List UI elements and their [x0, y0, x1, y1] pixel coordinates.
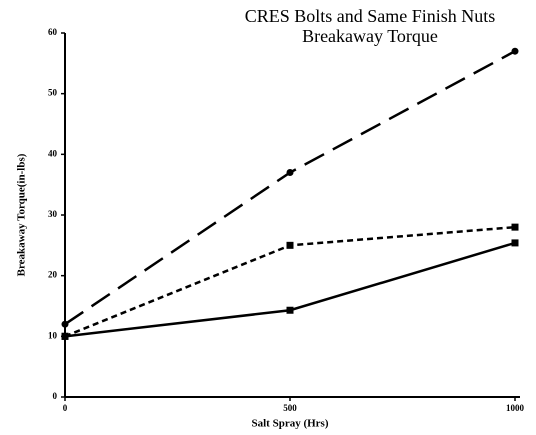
marker: [61, 320, 69, 328]
marker: [286, 306, 294, 314]
series-line: [64, 241, 516, 338]
y-tick-label: 60: [48, 27, 58, 37]
y-tick-label: 20: [48, 270, 58, 280]
marker: [511, 47, 519, 55]
marker: [511, 239, 519, 247]
chart-subtitle: Breakaway Torque: [302, 26, 438, 46]
y-tick-label: 40: [48, 148, 58, 158]
marker: [286, 241, 294, 249]
marker: [61, 332, 69, 340]
y-axis-label: Breakaway Torque(in-lbs): [16, 153, 28, 276]
x-tick-label: 500: [283, 403, 297, 413]
chart-title: CRES Bolts and Same Finish Nuts: [245, 6, 496, 26]
y-tick-label: 30: [48, 209, 58, 219]
x-axis-label: Salt Spray (Hrs): [252, 418, 329, 430]
y-tick-label: 50: [48, 88, 58, 98]
marker: [511, 223, 519, 231]
marker: [286, 169, 294, 177]
x-tick-label: 1000: [506, 403, 525, 413]
y-tick-label: 10: [48, 330, 58, 340]
x-tick-label: 0: [63, 403, 68, 413]
y-tick-label: 0: [53, 391, 58, 401]
series-line: [64, 50, 516, 326]
